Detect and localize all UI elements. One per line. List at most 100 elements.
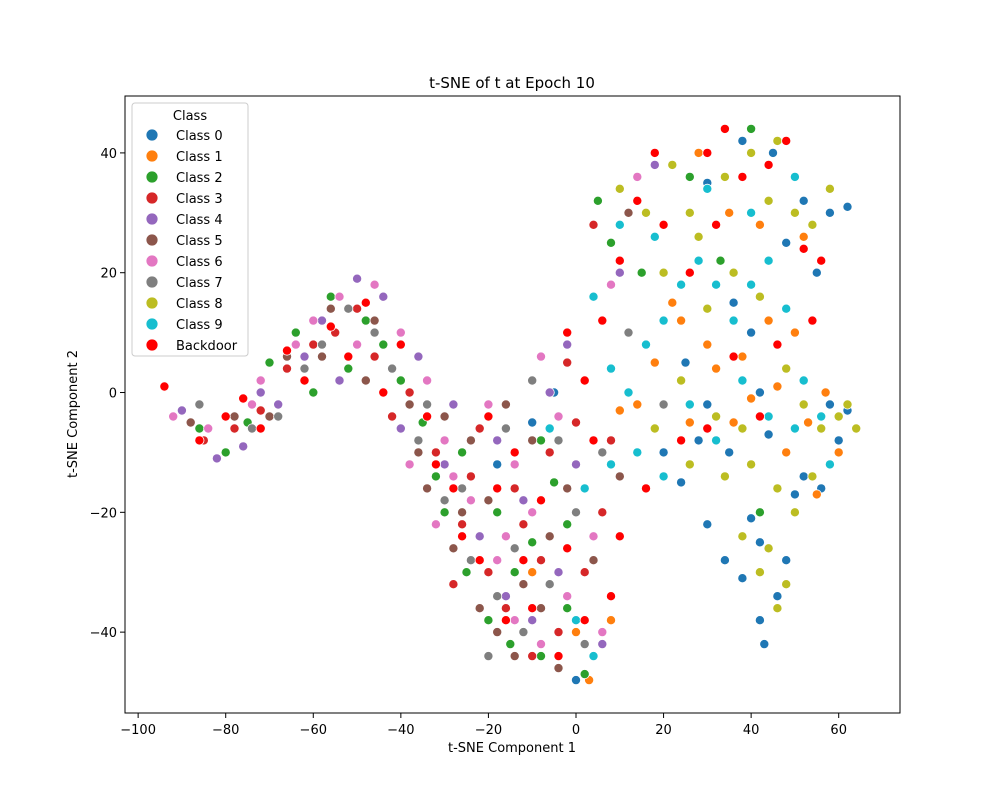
data-point [754,291,765,302]
data-point [781,579,792,590]
data-point [798,243,809,254]
data-point [763,159,774,170]
data-point [658,447,669,458]
x-axis-ticks: −100 −80 −60 −40 −20 0 20 40 60 [120,713,847,738]
x-tick-label: −80 [212,723,239,738]
x-tick-label: 0 [572,723,580,738]
y-tick-label: 40 [100,147,117,162]
data-point [562,339,573,350]
x-tick-label: −20 [475,723,502,738]
legend-label: Class 7 [176,276,223,291]
data-point [553,663,564,674]
legend-entry: Class 3 [145,191,223,207]
data-point [588,219,599,230]
data-point [737,375,748,386]
data-point [719,123,730,134]
data-point [220,447,231,458]
data-point [536,495,547,506]
data-point [632,399,643,410]
data-point [492,507,503,518]
data-point [448,471,459,482]
data-point [483,411,494,422]
data-point [789,423,800,434]
data-point [798,375,809,386]
data-point [229,411,240,422]
data-point [641,339,652,350]
data-point [597,639,608,650]
data-point [746,279,757,290]
x-tick-label: 20 [655,723,672,738]
data-point [527,375,538,386]
y-tick-label: −20 [90,506,117,521]
data-point [641,207,652,218]
data-point [768,147,779,158]
data-point [807,315,818,326]
data-point [693,147,704,158]
data-point [588,291,599,302]
series-class-7 [194,303,669,662]
data-point [658,399,669,410]
data-point [724,447,735,458]
data-point [549,477,560,488]
data-point [649,423,660,434]
data-point [448,483,459,494]
data-point [702,519,713,530]
x-tick-label: −60 [300,723,327,738]
data-point [763,255,774,266]
data-point [553,411,564,422]
series-class-8 [614,135,862,614]
data-point [325,303,336,314]
data-point [395,375,406,386]
data-point [746,207,757,218]
legend-entry: Class 4 [145,212,223,228]
data-point [597,627,608,638]
data-point [798,231,809,242]
data-point [649,147,660,158]
data-point [387,411,398,422]
data-point [579,669,590,680]
data-point [448,543,459,554]
series-class-4 [176,159,660,650]
data-point [772,591,783,602]
data-point [273,399,284,410]
data-point [369,327,380,338]
legend-label: Class 8 [176,297,223,312]
data-point [614,219,625,230]
data-point [759,639,770,650]
data-point [509,483,520,494]
data-point [527,435,538,446]
data-point [500,423,511,434]
data-point [536,651,547,662]
data-point [754,219,765,230]
data-point [798,195,809,206]
y-axis-ticks: −40 −20 0 20 40 [90,147,125,641]
x-tick-label: 40 [743,723,760,738]
data-point [238,393,249,404]
data-point [606,591,617,602]
data-point [465,495,476,506]
data-point [811,267,822,278]
data-point [781,135,792,146]
legend-label: Backdoor [176,339,238,354]
data-point [676,375,687,386]
data-point [680,357,691,368]
data-point [430,459,441,470]
data-point [483,495,494,506]
data-point [378,339,389,350]
data-point [684,171,695,182]
data-point [492,435,503,446]
data-point [606,615,617,626]
data-point [579,375,590,386]
data-point [509,459,520,470]
data-point [737,351,748,362]
data-point [334,291,345,302]
data-point [544,447,555,458]
data-point [430,471,441,482]
data-point [439,495,450,506]
data-point [623,387,634,398]
legend-entry: Class 6 [145,254,223,270]
data-point [264,357,275,368]
data-point [255,423,266,434]
data-point [614,255,625,266]
data-point [246,423,257,434]
